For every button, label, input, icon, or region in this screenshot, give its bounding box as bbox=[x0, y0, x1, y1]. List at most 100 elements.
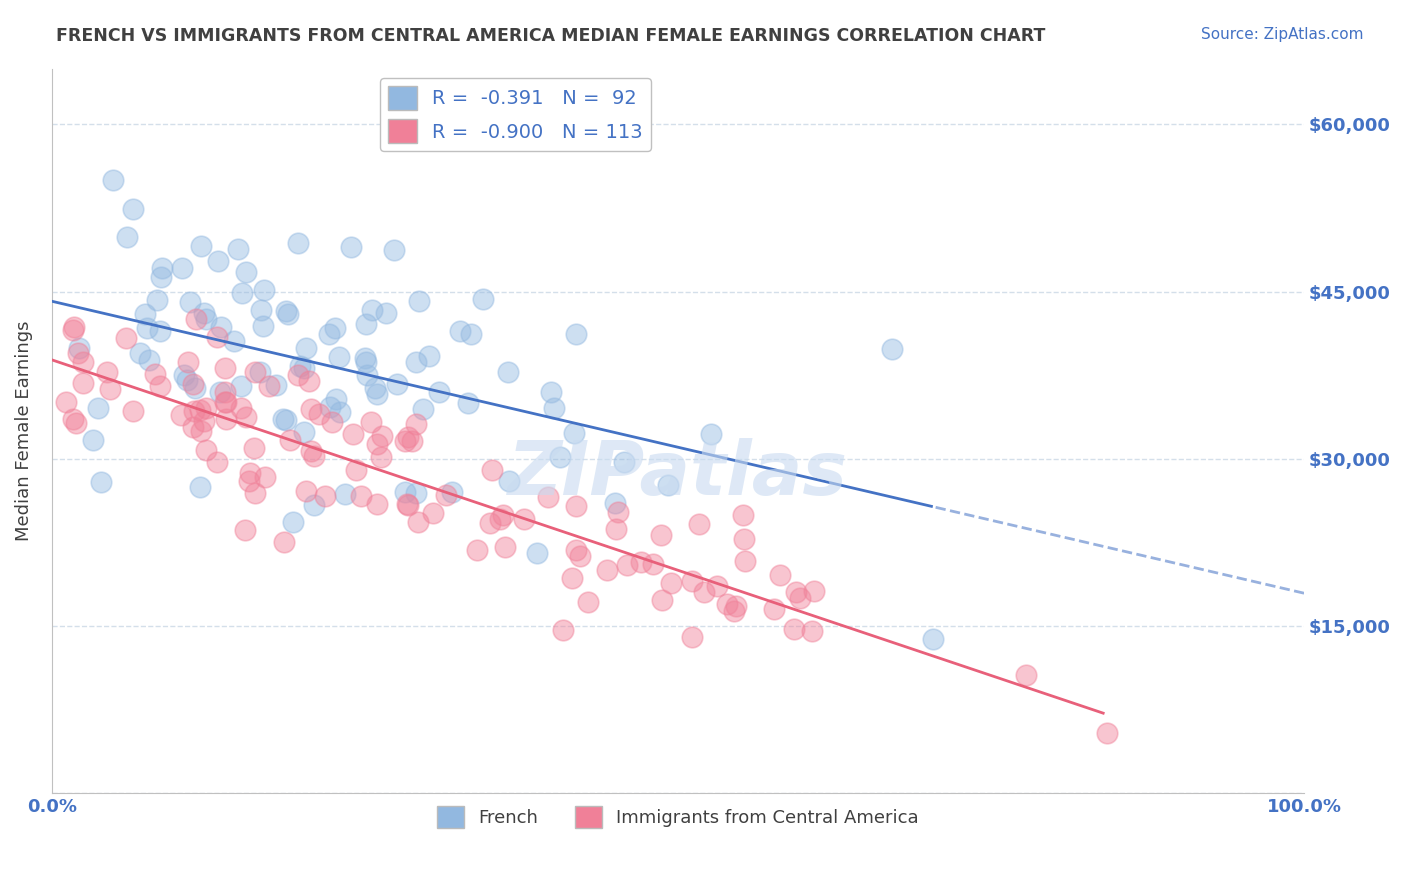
Point bbox=[62, 412, 84, 426]
Point bbox=[195, 312, 218, 326]
Point bbox=[1095, 726, 1118, 740]
Point bbox=[229, 378, 252, 392]
Point bbox=[882, 342, 904, 356]
Point bbox=[277, 307, 299, 321]
Point bbox=[762, 602, 785, 616]
Point bbox=[62, 322, 84, 336]
Point bbox=[344, 463, 367, 477]
Point bbox=[67, 341, 90, 355]
Point bbox=[565, 543, 588, 558]
Point bbox=[190, 238, 212, 252]
Point bbox=[190, 425, 212, 439]
Point bbox=[405, 486, 427, 500]
Point bbox=[550, 450, 572, 464]
Point bbox=[318, 327, 340, 342]
Point bbox=[184, 312, 207, 326]
Point bbox=[214, 394, 236, 409]
Point bbox=[394, 484, 416, 499]
Point bbox=[276, 304, 298, 318]
Point bbox=[264, 378, 287, 392]
Point bbox=[287, 235, 309, 250]
Point bbox=[72, 376, 94, 390]
Point bbox=[233, 524, 256, 538]
Point bbox=[243, 366, 266, 380]
Point bbox=[785, 585, 807, 599]
Point bbox=[553, 623, 575, 637]
Point bbox=[616, 558, 638, 572]
Point bbox=[274, 413, 297, 427]
Point bbox=[122, 202, 145, 216]
Point bbox=[716, 597, 738, 611]
Point bbox=[603, 496, 626, 510]
Point bbox=[434, 487, 457, 501]
Point bbox=[250, 303, 273, 318]
Point bbox=[472, 292, 495, 306]
Point bbox=[253, 283, 276, 297]
Point bbox=[177, 355, 200, 369]
Point bbox=[565, 326, 588, 341]
Point bbox=[406, 515, 429, 529]
Point bbox=[314, 489, 336, 503]
Point bbox=[181, 377, 204, 392]
Point bbox=[195, 442, 218, 457]
Point bbox=[394, 434, 416, 448]
Point bbox=[101, 173, 124, 187]
Point bbox=[360, 415, 382, 429]
Point bbox=[170, 409, 193, 423]
Point bbox=[396, 498, 419, 512]
Point bbox=[706, 579, 728, 593]
Point bbox=[1015, 668, 1038, 682]
Point bbox=[659, 576, 682, 591]
Point bbox=[734, 554, 756, 568]
Text: Source: ZipAtlas.com: Source: ZipAtlas.com bbox=[1201, 27, 1364, 42]
Point bbox=[481, 463, 503, 477]
Point bbox=[395, 497, 418, 511]
Point bbox=[128, 345, 150, 359]
Point bbox=[700, 426, 723, 441]
Point bbox=[135, 320, 157, 334]
Point bbox=[354, 351, 377, 365]
Point bbox=[115, 230, 138, 244]
Point bbox=[731, 508, 754, 522]
Point bbox=[725, 599, 748, 613]
Point bbox=[242, 441, 264, 455]
Point bbox=[371, 429, 394, 443]
Point bbox=[292, 425, 315, 439]
Point bbox=[564, 499, 586, 513]
Point bbox=[231, 285, 253, 300]
Point bbox=[299, 444, 322, 458]
Point bbox=[176, 373, 198, 387]
Point bbox=[492, 508, 515, 522]
Point bbox=[540, 385, 562, 400]
Point bbox=[922, 632, 945, 647]
Point bbox=[55, 394, 77, 409]
Point bbox=[122, 404, 145, 418]
Point bbox=[195, 401, 218, 416]
Point bbox=[526, 546, 548, 560]
Point bbox=[321, 415, 343, 429]
Point bbox=[564, 425, 586, 440]
Point bbox=[657, 478, 679, 492]
Point bbox=[278, 434, 301, 448]
Point bbox=[596, 563, 619, 577]
Point bbox=[288, 359, 311, 374]
Point bbox=[568, 549, 591, 563]
Point bbox=[427, 384, 450, 399]
Point bbox=[188, 480, 211, 494]
Point bbox=[149, 325, 172, 339]
Point bbox=[82, 434, 104, 448]
Point bbox=[356, 355, 378, 369]
Point bbox=[342, 426, 364, 441]
Point bbox=[226, 242, 249, 256]
Point bbox=[193, 414, 215, 428]
Point bbox=[149, 379, 172, 393]
Point bbox=[235, 265, 257, 279]
Point bbox=[209, 320, 232, 334]
Point bbox=[253, 469, 276, 483]
Point bbox=[360, 303, 382, 318]
Point bbox=[238, 475, 260, 489]
Point bbox=[66, 346, 89, 360]
Point bbox=[115, 331, 138, 345]
Point bbox=[299, 402, 322, 417]
Point bbox=[630, 555, 652, 569]
